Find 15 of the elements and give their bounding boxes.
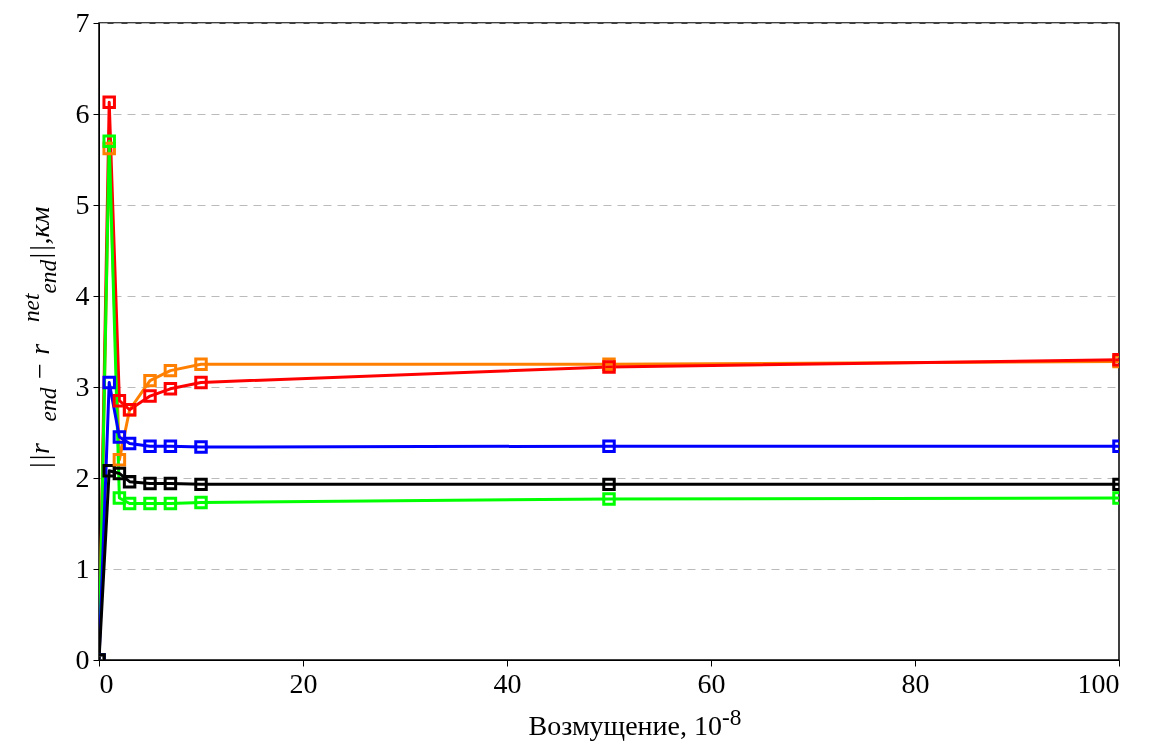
- x-tick-label: 60: [697, 667, 726, 699]
- y-tick-label: 1: [75, 552, 90, 584]
- y-tick-label: 0: [75, 643, 90, 675]
- y-tick-label: 7: [75, 6, 90, 38]
- x-tick-label: 20: [289, 667, 318, 699]
- x-tick-label: 80: [901, 667, 930, 699]
- y-tick-label: 5: [75, 188, 90, 220]
- y-tick-label: 4: [75, 279, 90, 311]
- y-tick-label: 3: [75, 370, 90, 402]
- x-tick-label: 40: [493, 667, 522, 699]
- y-tick-label: 2: [75, 461, 90, 493]
- x-tick-label: 100: [1077, 667, 1120, 699]
- x-axis-title: Возмущение, 10$^{-8}$: [528, 704, 742, 743]
- x-tick-label: 0: [99, 667, 114, 699]
- y-tick-label: 6: [75, 97, 90, 129]
